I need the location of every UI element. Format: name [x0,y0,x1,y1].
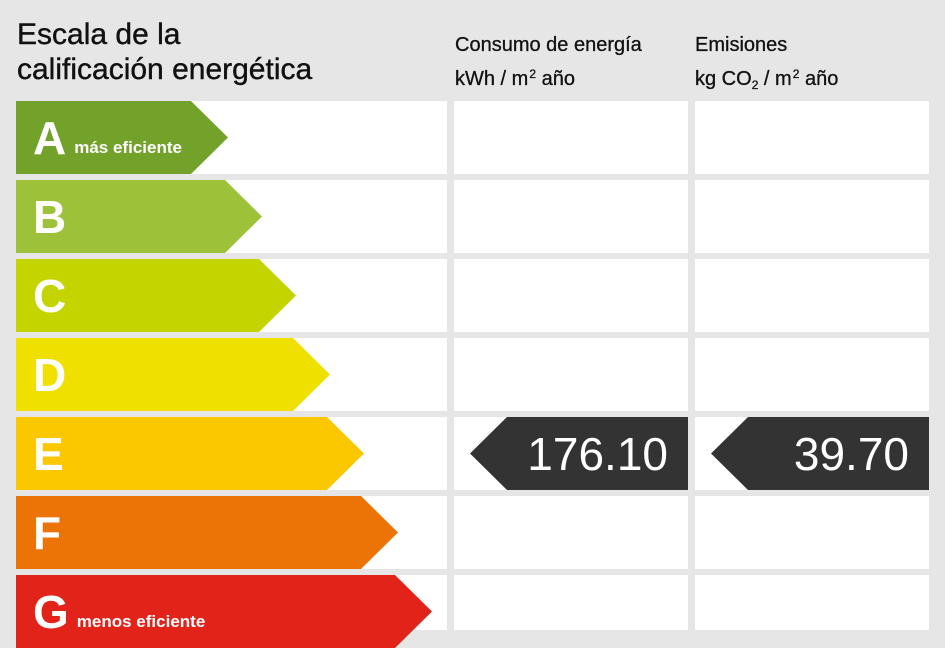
consumption-cell [454,101,688,174]
energy-band-f: F [16,496,398,569]
band-letter: G [33,585,69,638]
consumption-column-header: Consumo de energía kWh / m2 año [455,31,642,94]
consumption-cell [454,180,688,253]
band-letter: A [33,111,67,164]
emissions-header-label: Emisiones [695,34,788,56]
emissions-cell [695,259,929,332]
band-label: más eficiente [74,137,182,157]
consumption-header-label: Consumo de energía [455,34,642,56]
consumption-cell [454,496,688,569]
consumption-cell [454,338,688,411]
band-letter: D [33,348,67,401]
band-label: menos eficiente [76,611,206,631]
band-letter: F [33,506,62,559]
consumption-header-unit: kWh / m2 año [455,67,575,90]
energy-band-b: B [16,180,262,253]
title-line-1: Escala de la [17,18,181,51]
emissions-marker: 39.70 [711,417,929,490]
consumption-cell [454,575,688,630]
emissions-column-header: Emisiones kg CO2 / m2 año [695,31,839,100]
band-letter: C [33,269,67,322]
emissions-cell [695,338,929,411]
energy-band-e: E [16,417,364,490]
consumption-marker: 176.10 [470,417,688,490]
consumption-marker-value: 176.10 [527,427,668,480]
emissions-cell [695,101,929,174]
band-letter: E [33,427,64,480]
band-letter: B [33,190,67,243]
consumption-cell [454,259,688,332]
page-title: Escala de la calificación energética [17,17,313,87]
energy-band-d: D [16,338,330,411]
emissions-cell [695,575,929,630]
emissions-marker-value: 39.70 [793,427,909,480]
energy-band-c: C [16,259,296,332]
title-line-2: calificación energética [17,53,313,86]
emissions-cell [695,180,929,253]
emissions-header-unit: kg CO2 / m2 año [695,67,839,92]
emissions-cell [695,496,929,569]
